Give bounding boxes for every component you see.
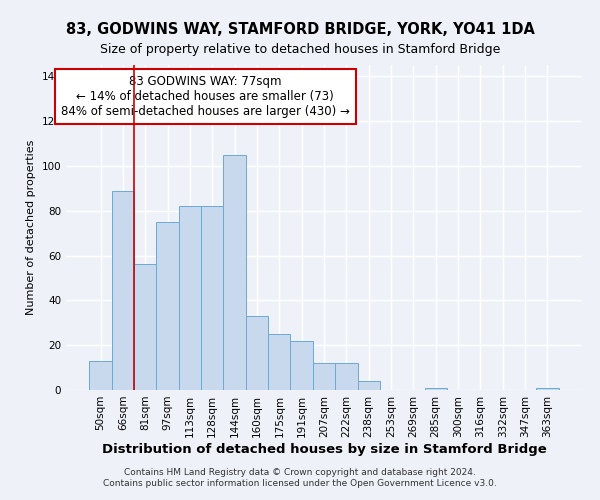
Text: 83, GODWINS WAY, STAMFORD BRIDGE, YORK, YO41 1DA: 83, GODWINS WAY, STAMFORD BRIDGE, YORK, … bbox=[65, 22, 535, 38]
Bar bbox=[425, 388, 447, 390]
Bar bbox=[290, 340, 313, 390]
Bar bbox=[134, 264, 157, 390]
Bar bbox=[335, 363, 358, 390]
Bar bbox=[313, 363, 335, 390]
Text: Contains HM Land Registry data © Crown copyright and database right 2024.
Contai: Contains HM Land Registry data © Crown c… bbox=[103, 468, 497, 487]
Bar bbox=[201, 206, 223, 390]
Bar bbox=[223, 154, 246, 390]
Bar bbox=[179, 206, 201, 390]
Bar bbox=[246, 316, 268, 390]
Text: Size of property relative to detached houses in Stamford Bridge: Size of property relative to detached ho… bbox=[100, 42, 500, 56]
Y-axis label: Number of detached properties: Number of detached properties bbox=[26, 140, 36, 315]
Bar bbox=[112, 190, 134, 390]
X-axis label: Distribution of detached houses by size in Stamford Bridge: Distribution of detached houses by size … bbox=[101, 442, 547, 456]
Bar bbox=[89, 361, 112, 390]
Text: 83 GODWINS WAY: 77sqm
← 14% of detached houses are smaller (73)
84% of semi-deta: 83 GODWINS WAY: 77sqm ← 14% of detached … bbox=[61, 74, 350, 118]
Bar bbox=[358, 381, 380, 390]
Bar bbox=[536, 388, 559, 390]
Bar bbox=[157, 222, 179, 390]
Bar bbox=[268, 334, 290, 390]
